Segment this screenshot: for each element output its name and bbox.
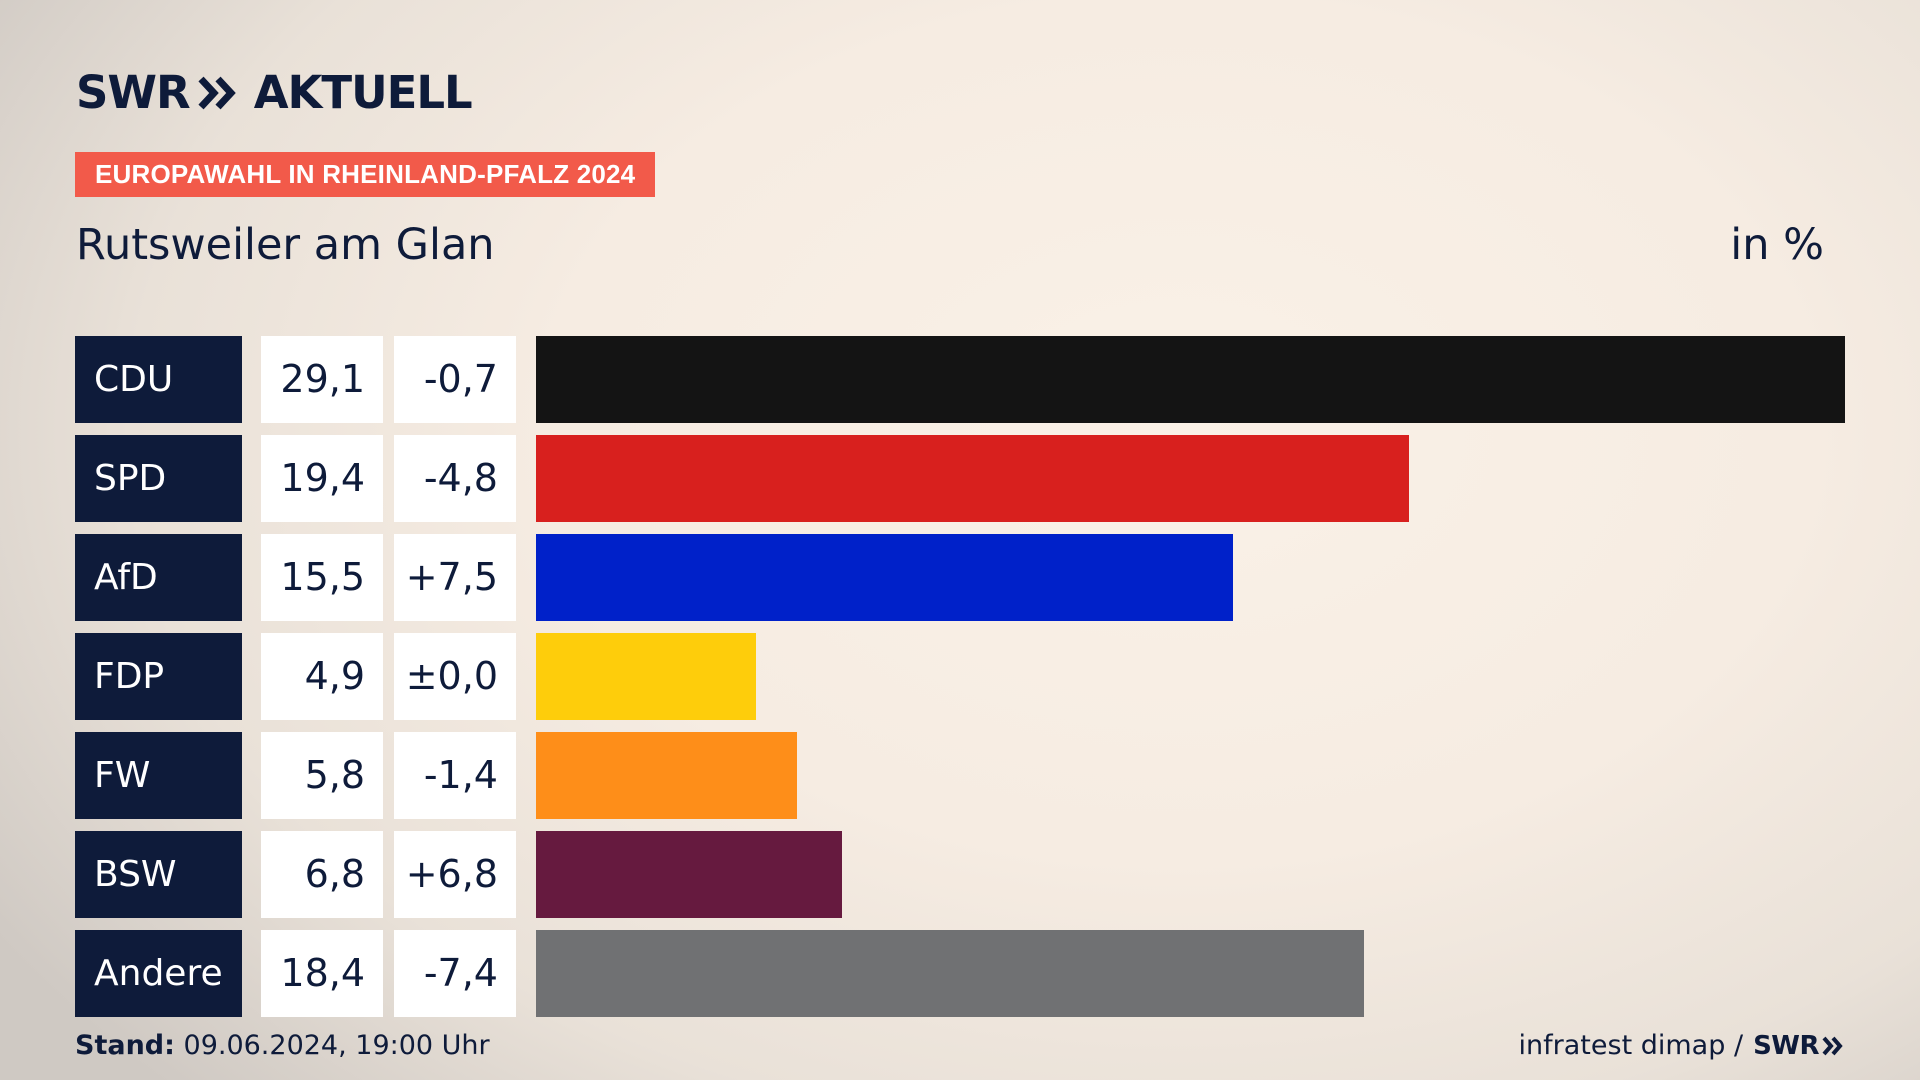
result-row: FDP 4,9 ±0,0 bbox=[75, 633, 1845, 720]
footer-swr-logo: SWR bbox=[1753, 1030, 1819, 1061]
page-title: Rutsweiler am Glan bbox=[76, 220, 495, 270]
stand-value: 09.06.2024, 19:00 Uhr bbox=[183, 1030, 490, 1061]
party-label: CDU bbox=[75, 336, 242, 423]
party-label: BSW bbox=[75, 831, 242, 918]
result-bar bbox=[536, 633, 756, 720]
source-text: infratest dimap / bbox=[1518, 1030, 1744, 1061]
timestamp: Stand: 09.06.2024, 19:00 Uhr bbox=[75, 1030, 490, 1061]
change-label: -1,4 bbox=[394, 732, 516, 819]
result-bar bbox=[536, 930, 1364, 1017]
vote-share-label: 29,1 bbox=[261, 336, 383, 423]
unit-label: in % bbox=[1730, 220, 1824, 270]
change-label: -7,4 bbox=[394, 930, 516, 1017]
result-row: SPD 19,4 -4,8 bbox=[75, 435, 1845, 522]
election-tag: EUROPAWAHL IN RHEINLAND-PFALZ 2024 bbox=[75, 152, 656, 197]
result-row: BSW 6,8 +6,8 bbox=[75, 831, 1845, 918]
result-row: Andere 18,4 -7,4 bbox=[75, 930, 1845, 1017]
party-label: AfD bbox=[75, 534, 242, 621]
vote-share-label: 19,4 bbox=[261, 435, 383, 522]
source-credit: infratest dimap / SWR bbox=[1519, 1030, 1844, 1061]
result-bar bbox=[536, 534, 1233, 621]
vote-share-label: 18,4 bbox=[261, 930, 383, 1017]
aktuell-logo-text: AKTUELL bbox=[253, 66, 473, 119]
swr-aktuell-logo: SWR AKTUELL bbox=[76, 66, 473, 119]
result-bar bbox=[536, 336, 1845, 423]
result-row: AfD 15,5 +7,5 bbox=[75, 534, 1845, 621]
stand-label: Stand: bbox=[75, 1030, 175, 1061]
double-chevron-icon bbox=[198, 76, 236, 109]
swr-logo-text: SWR bbox=[76, 66, 191, 119]
vote-share-label: 15,5 bbox=[261, 534, 383, 621]
party-label: Andere bbox=[75, 930, 242, 1017]
change-label: -4,8 bbox=[394, 435, 516, 522]
party-label: FW bbox=[75, 732, 242, 819]
change-label: +6,8 bbox=[394, 831, 516, 918]
party-label: FDP bbox=[75, 633, 242, 720]
vote-share-label: 4,9 bbox=[261, 633, 383, 720]
change-label: +7,5 bbox=[394, 534, 516, 621]
vote-share-label: 5,8 bbox=[261, 732, 383, 819]
result-bar bbox=[536, 435, 1409, 522]
double-chevron-icon bbox=[1822, 1036, 1843, 1055]
vote-share-label: 6,8 bbox=[261, 831, 383, 918]
party-label: SPD bbox=[75, 435, 242, 522]
result-row: FW 5,8 -1,4 bbox=[75, 732, 1845, 819]
change-label: -0,7 bbox=[394, 336, 516, 423]
result-bar bbox=[536, 732, 797, 819]
result-bar bbox=[536, 831, 842, 918]
change-label: ±0,0 bbox=[394, 633, 516, 720]
result-row: CDU 29,1 -0,7 bbox=[75, 336, 1845, 423]
